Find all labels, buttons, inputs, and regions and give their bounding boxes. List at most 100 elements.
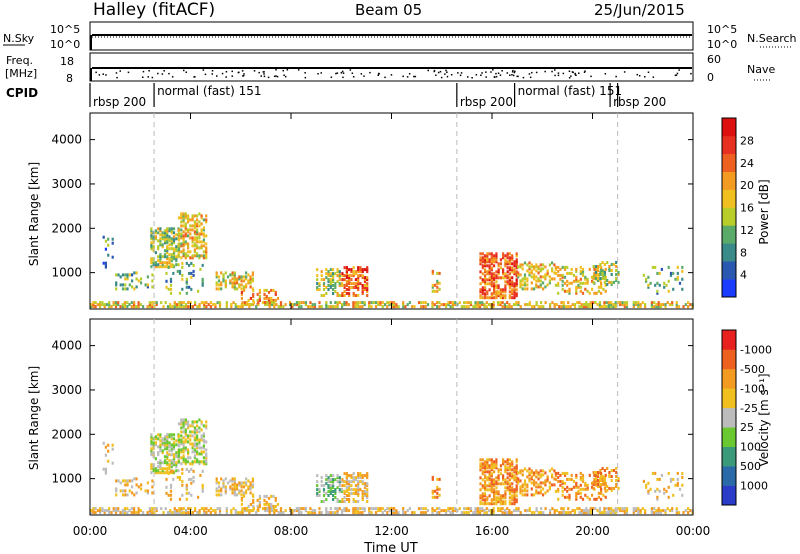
data-cell: [379, 301, 382, 305]
data-cell: [607, 305, 610, 309]
data-cell: [169, 509, 172, 513]
data-cell: [604, 473, 607, 477]
data-cell: [264, 303, 267, 307]
data-cell: [481, 494, 484, 498]
data-cell: [402, 511, 405, 515]
data-cell: [615, 269, 618, 272]
data-cell: [332, 272, 335, 276]
data-cell: [240, 502, 243, 506]
data-cell: [240, 481, 243, 485]
data-cell: [187, 434, 190, 438]
data-cell: [492, 305, 495, 309]
data-cell: [256, 292, 259, 296]
data-cell: [361, 492, 364, 495]
data-cell: [458, 507, 461, 511]
data-cell: [302, 507, 305, 511]
data-cell: [589, 507, 592, 511]
data-cell: [586, 487, 589, 491]
data-cell: [170, 437, 173, 441]
data-cell: [202, 254, 205, 258]
data-cell: [490, 260, 493, 264]
data-cell: [187, 220, 190, 224]
data-cell: [363, 490, 367, 493]
data-cell: [192, 475, 195, 479]
data-cell: [173, 305, 176, 309]
data-cell: [135, 477, 138, 481]
data-cell: [236, 493, 239, 497]
data-cell: [499, 500, 502, 504]
data-cell: [163, 229, 167, 233]
data-cell: [282, 305, 285, 309]
data-cell: [653, 511, 656, 515]
data-cell: [511, 494, 514, 498]
data-cell: [218, 507, 222, 511]
data-cell: [325, 492, 328, 495]
data-cell: [481, 472, 484, 476]
data-cell: [209, 301, 212, 305]
data-cell: [172, 459, 176, 463]
data-cell: [200, 446, 203, 450]
data-cell: [479, 270, 482, 274]
data-cell: [320, 484, 323, 488]
data-cell: [182, 420, 185, 424]
data-cell: [166, 445, 169, 449]
data-cell: [92, 303, 95, 307]
data-cell: [263, 288, 266, 292]
nave-point: [276, 75, 279, 78]
data-cell: [325, 268, 328, 272]
data-cell: [366, 490, 369, 493]
data-cell: [345, 272, 348, 276]
data-cell: [222, 479, 225, 483]
data-cell: [603, 483, 606, 486]
data-cell: [121, 287, 125, 291]
data-cell: [511, 472, 514, 476]
data-cell: [506, 266, 509, 270]
data-cell: [177, 452, 181, 456]
data-cell: [172, 443, 176, 447]
data-cell: [124, 287, 127, 291]
data-cell: [104, 453, 107, 457]
nave-point: [161, 73, 164, 75]
data-cell: [159, 449, 162, 453]
data-cell: [238, 491, 241, 495]
data-cell: [279, 303, 283, 307]
nave-point: [439, 70, 442, 73]
data-cell: [363, 286, 367, 289]
data-cell: [172, 453, 176, 457]
data-cell: [511, 276, 514, 280]
data-cell: [530, 269, 533, 273]
data-cell: [603, 486, 606, 490]
data-cell: [191, 422, 194, 426]
data-cell: [595, 473, 598, 477]
data-cell: [511, 256, 514, 260]
data-cell: [359, 282, 362, 286]
data-cell: [168, 465, 171, 469]
data-cell: [492, 509, 495, 513]
data-cell: [273, 303, 276, 307]
data-cell: [304, 301, 307, 305]
data-cell: [182, 430, 185, 434]
colorbar-swatch: [722, 135, 736, 155]
data-cell: [581, 291, 585, 295]
data-cell: [424, 511, 427, 515]
data-cell: [508, 509, 511, 513]
data-cell: [542, 473, 545, 477]
data-cell: [594, 265, 597, 268]
data-cell: [625, 511, 629, 515]
data-cell: [668, 509, 672, 513]
data-cell: [209, 507, 212, 511]
data-cell: [632, 305, 635, 309]
data-cell: [454, 509, 457, 513]
data-cell: [506, 462, 509, 466]
data-cell: [508, 262, 511, 266]
nave-point: [225, 76, 227, 78]
data-cell: [170, 237, 173, 241]
data-cell: [108, 305, 111, 309]
data-cell: [557, 489, 560, 493]
data-cell: [658, 489, 661, 493]
data-cell: [493, 276, 496, 280]
data-cell: [190, 493, 193, 497]
data-cell: [170, 433, 173, 437]
data-cell: [484, 500, 487, 504]
data-cell: [562, 509, 565, 513]
